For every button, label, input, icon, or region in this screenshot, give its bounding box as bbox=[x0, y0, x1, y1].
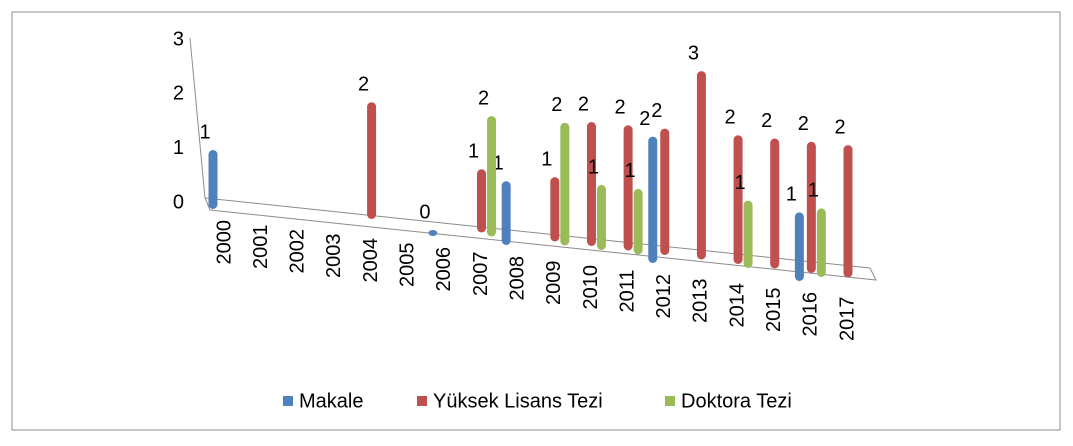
data-label: 2 bbox=[834, 116, 845, 138]
x-tick-label: 2005 bbox=[397, 243, 419, 288]
data-label: 2 bbox=[651, 100, 662, 122]
data-label: 1 bbox=[625, 160, 636, 182]
data-label: 1 bbox=[808, 180, 819, 202]
data-label: 1 bbox=[199, 121, 210, 143]
bar bbox=[623, 125, 633, 251]
data-label: 2 bbox=[724, 106, 735, 128]
legend-label: Doktora Tezi bbox=[681, 390, 792, 412]
bar bbox=[733, 135, 743, 264]
bar bbox=[843, 145, 853, 278]
x-tick-label: 2001 bbox=[250, 225, 272, 270]
bar bbox=[428, 230, 438, 236]
bar bbox=[367, 102, 377, 219]
data-label: 3 bbox=[688, 42, 699, 64]
x-tick-label: 2002 bbox=[287, 229, 309, 274]
x-tick-label: 2004 bbox=[360, 238, 382, 283]
legend-swatch bbox=[665, 396, 675, 406]
bar bbox=[806, 141, 816, 273]
y-axis-line bbox=[189, 37, 206, 199]
bar bbox=[648, 136, 658, 263]
bar bbox=[743, 200, 753, 268]
legend-swatch bbox=[417, 396, 427, 406]
x-tick-label: 2016 bbox=[800, 292, 822, 337]
bar bbox=[550, 177, 560, 242]
bar bbox=[586, 122, 596, 246]
legend-label: Yüksek Lisans Tezi bbox=[433, 390, 603, 412]
x-tick-label: 2006 bbox=[433, 247, 455, 292]
data-label: 2 bbox=[551, 94, 562, 116]
bar bbox=[208, 150, 218, 209]
data-label: 0 bbox=[419, 201, 430, 223]
bar bbox=[501, 181, 511, 245]
bar bbox=[596, 185, 606, 250]
data-label: 2 bbox=[358, 73, 369, 95]
data-label: 2 bbox=[615, 97, 626, 119]
x-tick-label: 2000 bbox=[213, 220, 235, 265]
x-tick-label: 2003 bbox=[323, 234, 345, 279]
x-tick-label: 2015 bbox=[763, 288, 785, 333]
data-label: 1 bbox=[493, 152, 504, 174]
data-label: 2 bbox=[578, 93, 589, 115]
y-tick-label: 3 bbox=[173, 28, 184, 50]
bar bbox=[660, 128, 670, 255]
x-tick-label: 2007 bbox=[470, 252, 492, 297]
bar bbox=[770, 138, 780, 269]
x-tick-label: 2017 bbox=[836, 297, 858, 342]
x-tick-label: 2012 bbox=[653, 274, 675, 319]
legend-label: Makale bbox=[299, 390, 363, 412]
data-label: 2 bbox=[478, 87, 489, 109]
y-tick-label: 1 bbox=[173, 137, 184, 159]
y-tick-label: 0 bbox=[173, 191, 184, 213]
x-tick-label: 2014 bbox=[726, 283, 748, 328]
x-tick-label: 2011 bbox=[616, 270, 638, 313]
x-tick-label: 2009 bbox=[543, 261, 565, 306]
bar bbox=[633, 188, 643, 255]
bar bbox=[560, 122, 570, 246]
x-tick-label: 2013 bbox=[690, 279, 712, 324]
x-tick-label: 2010 bbox=[580, 265, 602, 310]
data-label: 2 bbox=[639, 108, 650, 130]
bar bbox=[816, 208, 826, 277]
data-label: 1 bbox=[588, 156, 599, 178]
data-label: 1 bbox=[786, 184, 797, 206]
bar bbox=[477, 169, 487, 233]
data-label: 2 bbox=[798, 113, 809, 135]
data-label: 1 bbox=[468, 141, 479, 163]
x-tick-label: 2008 bbox=[506, 256, 528, 301]
bar bbox=[794, 212, 804, 281]
chart-frame bbox=[11, 11, 1061, 431]
data-label: 2 bbox=[761, 110, 772, 132]
bar bbox=[487, 116, 497, 237]
bar bbox=[696, 71, 706, 260]
data-label: 1 bbox=[541, 148, 552, 170]
y-tick-label: 2 bbox=[173, 83, 184, 105]
data-label: 1 bbox=[734, 172, 745, 194]
legend-swatch bbox=[283, 396, 293, 406]
